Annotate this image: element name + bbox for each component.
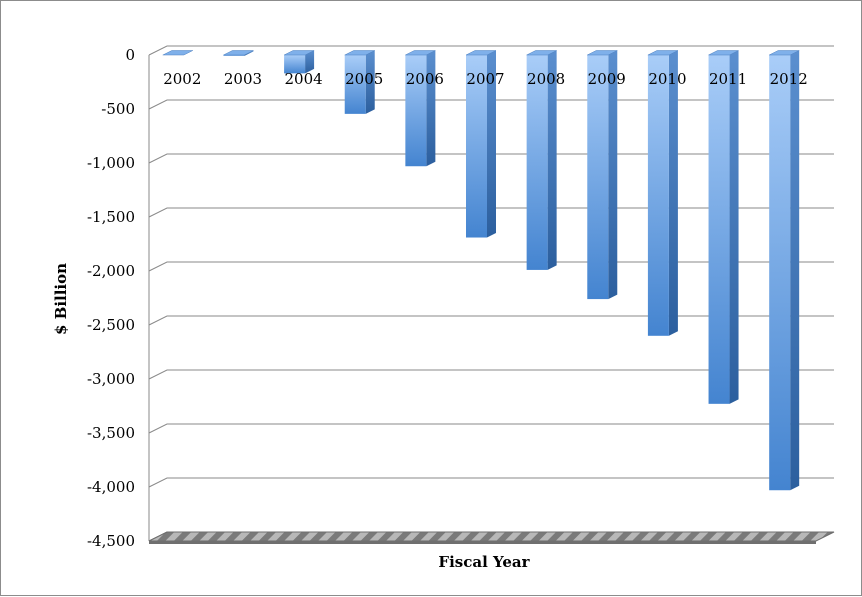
bar-front bbox=[466, 55, 487, 238]
bar-2011 bbox=[708, 50, 739, 404]
floor-layer bbox=[148, 531, 835, 544]
gridline bbox=[148, 45, 834, 56]
x-tick-label: 2007 bbox=[466, 70, 504, 88]
x-tick-label: 2011 bbox=[709, 70, 747, 88]
y-tick-label: -1,500 bbox=[87, 208, 135, 226]
bar-side bbox=[608, 50, 618, 300]
bar-front bbox=[647, 55, 669, 336]
y-tick-label: -3,000 bbox=[87, 370, 135, 388]
bar-2006 bbox=[405, 50, 436, 167]
bar-2009 bbox=[587, 50, 618, 300]
bar-2012 bbox=[769, 50, 800, 491]
bar-side bbox=[305, 50, 315, 74]
bar-2003 bbox=[223, 50, 254, 56]
y-tick-label: -2,500 bbox=[87, 316, 135, 334]
bar-2002 bbox=[162, 50, 193, 56]
bar-2005 bbox=[344, 50, 375, 114]
bar-side bbox=[729, 50, 739, 404]
bar-front bbox=[769, 55, 791, 491]
bar-top bbox=[405, 50, 436, 56]
gridline bbox=[148, 423, 834, 434]
x-tick-label: 2002 bbox=[163, 70, 201, 88]
bar-front bbox=[526, 55, 548, 270]
bar-front bbox=[344, 55, 366, 114]
y-tick-label: -4,500 bbox=[87, 532, 135, 550]
x-tick-label: 2012 bbox=[770, 70, 808, 88]
bar-top bbox=[344, 50, 375, 56]
bar-side bbox=[668, 50, 678, 336]
bar-2010 bbox=[647, 50, 679, 336]
gridline bbox=[148, 315, 834, 326]
bar-top bbox=[708, 50, 739, 56]
bar-2004 bbox=[283, 50, 315, 74]
y-tick-label: -3,500 bbox=[87, 424, 135, 442]
bar-top bbox=[647, 50, 679, 56]
x-tick-label: 2010 bbox=[648, 70, 686, 88]
bar-top bbox=[465, 50, 497, 56]
chart-floor bbox=[148, 531, 835, 542]
x-tick-label: 2003 bbox=[224, 70, 262, 88]
bar-side bbox=[547, 50, 557, 270]
y-tick-label: -2,000 bbox=[87, 262, 135, 280]
x-axis-ticks: 2002 2003 2004 2005 2006 2007 2008 2009 2010 2011… bbox=[163, 70, 808, 88]
bar-top bbox=[283, 50, 315, 56]
bar-top bbox=[162, 50, 193, 56]
bar-top bbox=[769, 50, 800, 56]
gridline bbox=[148, 369, 834, 380]
bar-front bbox=[708, 55, 730, 404]
bar-front bbox=[284, 55, 306, 74]
bar-2008 bbox=[526, 50, 557, 270]
bar-front bbox=[405, 55, 427, 167]
y-tick-label: -4,000 bbox=[87, 478, 135, 496]
bar-layer bbox=[162, 50, 800, 491]
bar-side bbox=[790, 50, 800, 491]
bar-top bbox=[526, 50, 557, 56]
x-tick-label: 2006 bbox=[406, 70, 444, 88]
bar-side bbox=[426, 50, 436, 167]
y-axis-ticks: 0 -500 -1,000 -1,500 -2,000 -2,500 -3,000 -3,50… bbox=[87, 46, 135, 550]
gridline bbox=[148, 477, 834, 488]
bar-side bbox=[365, 50, 375, 114]
x-tick-label: 2009 bbox=[588, 70, 626, 88]
y-tick-label: -1,000 bbox=[87, 154, 135, 172]
bar-side bbox=[487, 50, 496, 238]
y-axis-title: $ Billion bbox=[52, 263, 70, 335]
x-tick-label: 2008 bbox=[527, 70, 565, 88]
bar-2007 bbox=[465, 50, 497, 238]
chart-floor-edge bbox=[149, 541, 816, 544]
y-tick-label: -500 bbox=[101, 100, 135, 118]
x-axis-title: Fiscal Year bbox=[438, 553, 530, 571]
x-tick-label: 2004 bbox=[284, 70, 322, 88]
bar-top bbox=[587, 50, 618, 56]
y-tick-label: 0 bbox=[125, 46, 135, 64]
bar-front bbox=[223, 55, 245, 56]
x-tick-label: 2005 bbox=[345, 70, 383, 88]
bar-top bbox=[223, 50, 254, 56]
bar-front bbox=[587, 55, 609, 300]
